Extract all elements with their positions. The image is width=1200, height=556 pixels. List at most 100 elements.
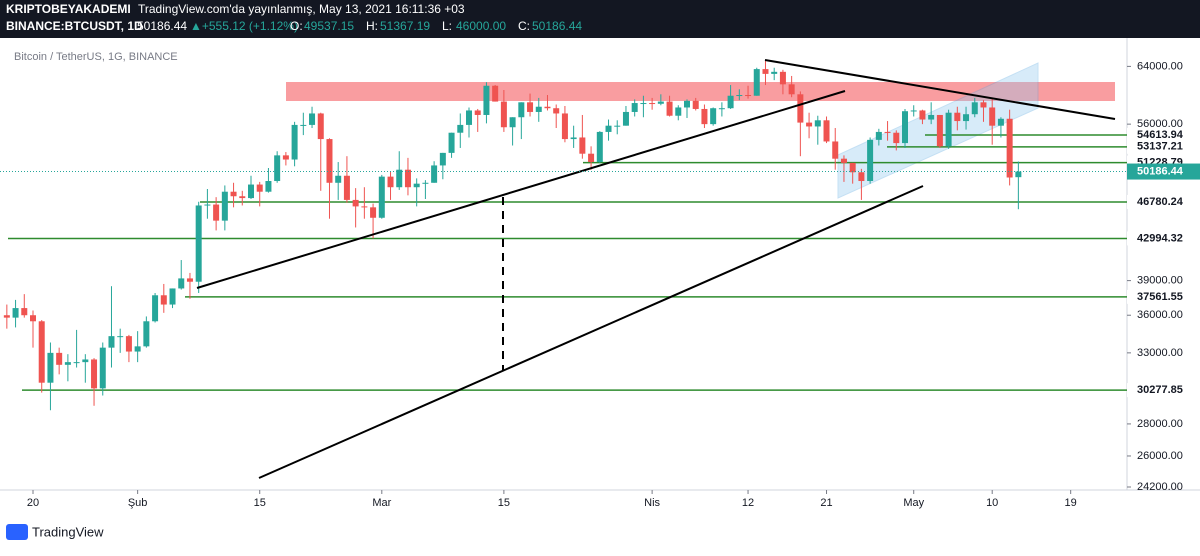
candle-body <box>99 347 106 389</box>
price-label: 53137.21 <box>1137 141 1183 153</box>
candle-body <box>152 295 159 322</box>
price-label: 54613.94 <box>1137 129 1184 141</box>
candle-body <box>640 103 647 105</box>
header-bar <box>0 0 1200 38</box>
y-tick-label: 39000.00 <box>1137 275 1183 287</box>
candle-body <box>21 308 28 316</box>
candle-body <box>701 108 708 125</box>
candle-body <box>622 111 629 126</box>
candle-body <box>989 107 996 126</box>
ohlc-value: 50186.44 <box>532 19 582 33</box>
candle-body <box>492 85 499 102</box>
candle-body <box>718 108 725 110</box>
candle-body <box>326 139 333 183</box>
x-tick-label: 20 <box>27 497 39 509</box>
ohlc: O: 49537.15 H: 51367.19 L: 46000.00 C: 50186.44 <box>290 19 582 33</box>
x-tick-label: Mar <box>372 497 391 509</box>
candle-body <box>849 162 856 173</box>
x-tick-label: 19 <box>1065 497 1077 509</box>
price-label: 30277.85 <box>1137 384 1183 396</box>
candle-body <box>561 113 568 140</box>
candle-body <box>727 95 734 109</box>
candle-body <box>256 184 263 192</box>
candle-body <box>108 336 115 348</box>
candle-body <box>631 103 638 112</box>
chart-title: Bitcoin / TetherUS, 1G, BINANCE <box>14 51 178 63</box>
candle-body <box>779 71 786 85</box>
candle-body <box>370 207 377 218</box>
candle-body <box>527 102 534 112</box>
candle-body <box>832 141 839 159</box>
candle-body <box>309 113 316 125</box>
candle-body <box>971 102 978 115</box>
trend-line <box>258 185 924 479</box>
change: ▲+555.12 (+1.12%) <box>190 19 298 33</box>
candle-body <box>213 204 220 221</box>
candle-body <box>570 137 577 140</box>
candle-body <box>692 100 699 109</box>
price-label-box <box>1127 194 1200 209</box>
candle-body <box>605 125 612 132</box>
candle-body <box>352 199 359 207</box>
candle-body <box>404 169 411 188</box>
candle-body <box>902 111 908 144</box>
candle-body <box>762 69 769 74</box>
last: 50186.44 <box>137 19 187 33</box>
y-tick-label: 36000.00 <box>1137 309 1183 321</box>
candle-body <box>178 278 185 289</box>
price-label-box <box>1127 231 1200 246</box>
candle-body <box>954 112 961 122</box>
candle-body <box>64 362 71 365</box>
candle-body <box>980 102 987 108</box>
candle-body <box>936 114 943 147</box>
candle-body <box>753 69 760 96</box>
candle-body <box>579 137 586 154</box>
candle-body <box>1015 171 1022 178</box>
price-label: 46780.24 <box>1137 196 1184 208</box>
candle-body <box>910 110 917 112</box>
candle-body <box>666 101 673 116</box>
candle-body <box>535 106 542 112</box>
y-tick-label: 64000.00 <box>1137 60 1183 72</box>
candle-body <box>361 206 368 208</box>
y-tick-label: 28000.00 <box>1137 418 1183 430</box>
candle-body <box>439 152 446 166</box>
y-tick-label: 26000.00 <box>1137 450 1183 462</box>
x-tick-label: 15 <box>498 497 510 509</box>
candle-body <box>797 94 804 123</box>
publisher: KRIPTOBEYAKADEMI <box>6 2 131 16</box>
candle-body <box>265 181 272 192</box>
candle-body <box>649 103 656 105</box>
candle-body <box>771 71 778 74</box>
candle-body <box>875 131 882 140</box>
candle-body <box>474 110 481 115</box>
candle-body <box>945 112 952 147</box>
candle-body <box>335 175 342 183</box>
candle-body <box>204 204 211 206</box>
candle-body <box>117 336 124 338</box>
candle-body <box>12 308 19 318</box>
symbol: BINANCE:BTCUSDT, 1D <box>6 19 143 33</box>
ohlc-value: 51367.19 <box>380 19 430 33</box>
x-tick-label: May <box>903 497 924 509</box>
price-label-box <box>1127 127 1200 142</box>
candle-body <box>82 359 89 363</box>
candle-body <box>422 182 429 184</box>
candle-body <box>684 100 690 108</box>
candle-body <box>745 95 752 97</box>
candle-body <box>248 184 254 199</box>
published: TradingView.com'da yayınlanmış, May 13, … <box>138 2 465 16</box>
candle-body <box>840 158 847 163</box>
candle-body <box>518 102 525 118</box>
candle-body <box>91 359 98 389</box>
candle-body <box>343 175 350 200</box>
candle-body <box>893 132 900 144</box>
price-lines <box>8 134 1127 391</box>
price-label-box <box>1127 383 1200 398</box>
candle-body <box>596 131 603 163</box>
candle-body <box>317 113 324 140</box>
candle-body <box>483 85 490 115</box>
candle-body <box>544 106 551 109</box>
candle-body <box>143 321 150 347</box>
